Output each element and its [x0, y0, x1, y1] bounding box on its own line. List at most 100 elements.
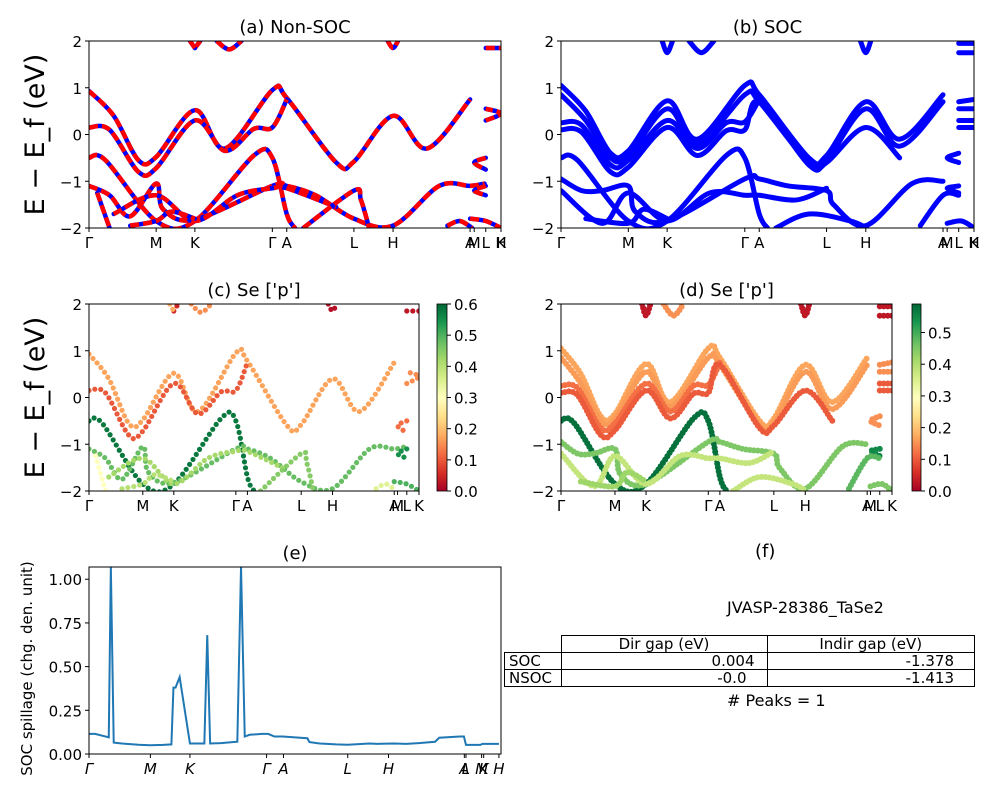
x-tick-label: L [482, 234, 491, 252]
projection-point [235, 447, 242, 454]
projection-point [99, 476, 105, 482]
projection-point [112, 390, 119, 397]
x-tick-label: H [387, 234, 398, 252]
projection-point [253, 372, 259, 378]
projection-point [151, 464, 157, 470]
projection-point [136, 477, 142, 483]
y-tick-label: −2 [532, 220, 554, 238]
projection-point [117, 402, 123, 408]
projection-point [150, 399, 156, 405]
projection-point [263, 457, 269, 463]
projection-point [369, 396, 375, 402]
x-tick-label: L [350, 234, 359, 252]
band-line-nonsoc [89, 180, 485, 228]
projection-point [196, 446, 203, 452]
projection-point [163, 387, 170, 393]
projection-point [197, 461, 203, 468]
projection-point [167, 304, 173, 307]
projection-point [292, 455, 299, 461]
y-tick-label: 1 [544, 343, 554, 361]
projection-point [237, 380, 243, 386]
projection-point [137, 419, 144, 426]
projection-point [214, 457, 220, 463]
projection-point [178, 379, 184, 385]
projection-point [863, 355, 870, 362]
y-tick-label: 0.25 [49, 702, 82, 720]
projection-point [119, 452, 125, 458]
projection-point [409, 378, 415, 384]
projection-point [170, 306, 176, 312]
x-tick-label: L [403, 497, 412, 515]
projection-point [94, 360, 100, 366]
projection-point [226, 409, 232, 415]
projection-point [371, 444, 377, 450]
projection-point [356, 408, 362, 415]
projection-point [102, 454, 108, 461]
axes-frame [88, 303, 420, 492]
projection-point [379, 381, 385, 387]
projection-point [104, 427, 110, 433]
x-tick-label: K [185, 760, 196, 778]
table-row: NSOC -0.0 -1.413 [504, 669, 975, 687]
y-tick-label: 1.00 [49, 571, 82, 589]
y-tick-label: 2 [72, 33, 82, 51]
colorbar-tick-label: 0.0 [454, 483, 478, 501]
panel-title: (e) [282, 543, 307, 564]
projection-point [829, 417, 836, 424]
projection-point [230, 449, 236, 455]
projection-point [109, 400, 115, 406]
spillage-line [89, 567, 499, 747]
projection-point [153, 394, 159, 400]
projection-point [177, 384, 183, 390]
projection-point [245, 476, 251, 483]
band-line-nonsoc [471, 155, 487, 172]
projection-point [122, 427, 128, 433]
x-tick-label: M [622, 234, 635, 252]
colorbar [436, 303, 448, 492]
projection-point [128, 423, 134, 429]
projection-point [187, 461, 193, 467]
projection-point [325, 304, 331, 307]
projection-point [214, 393, 220, 399]
x-tick-label: K [496, 234, 507, 252]
peaks-label: # Peaks = 1 [727, 691, 826, 710]
projection-point [110, 385, 116, 391]
projection-point [210, 397, 216, 404]
projection-point [186, 399, 192, 406]
band-line-nonsoc [95, 192, 112, 228]
projection-point [259, 383, 265, 389]
projection-point [174, 304, 180, 309]
colorbar-tick-label: 0.4 [454, 358, 478, 376]
projection-point [351, 406, 357, 412]
projection-point [215, 380, 222, 386]
projection-point [221, 412, 227, 419]
axes-frame [88, 566, 502, 755]
projection-point [357, 455, 363, 461]
projection-point [108, 379, 114, 386]
plot-area-b [561, 41, 974, 228]
projection-point [230, 389, 236, 395]
projection-point [114, 411, 120, 417]
projection-point [403, 481, 409, 487]
projection-point [113, 442, 119, 448]
projection-point [210, 426, 216, 432]
projection-point [91, 415, 97, 421]
band-line [561, 79, 946, 167]
x-tick-label: A [938, 234, 949, 252]
row-label-nsoc: NSOC [504, 669, 562, 687]
projection-point [188, 470, 194, 476]
table-header-row: Dir gap (eV) Indir gap (eV) [505, 635, 975, 653]
colorbar-tick-label: 0.0 [928, 483, 952, 501]
row-label-soc: SOC [504, 652, 562, 670]
band-line-nonsoc [112, 184, 337, 224]
y-tick-label: 2 [544, 33, 554, 51]
projection-point [168, 477, 174, 483]
projection-point [240, 443, 247, 449]
projection-point [278, 414, 284, 420]
y-tick-label: 0 [544, 127, 554, 145]
projection-point [162, 475, 169, 481]
projection-point [875, 455, 882, 462]
projection-point [373, 486, 379, 491]
projection-point [269, 459, 275, 466]
projection-point [213, 421, 219, 428]
